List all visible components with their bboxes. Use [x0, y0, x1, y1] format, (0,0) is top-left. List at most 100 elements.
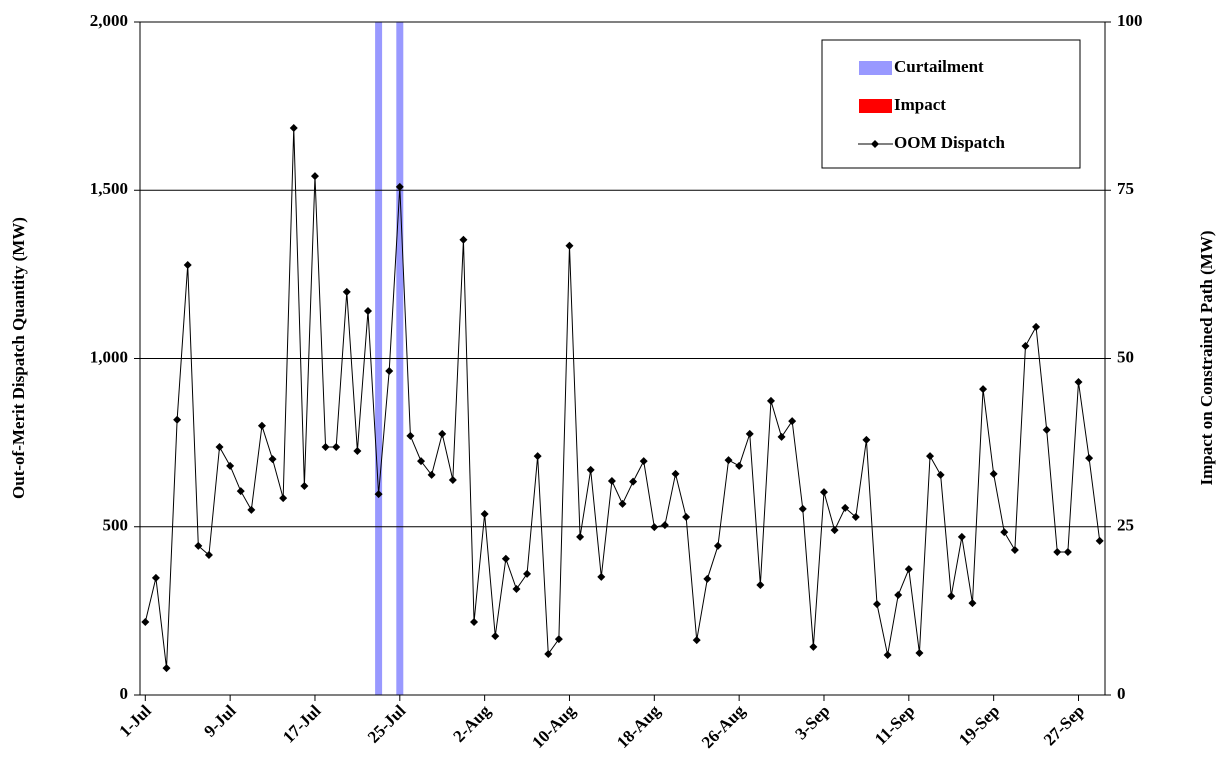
marker — [957, 532, 966, 541]
marker — [819, 488, 828, 497]
marker — [406, 431, 415, 440]
x-tick-label: 3-Sep — [791, 701, 833, 743]
marker — [830, 526, 839, 535]
marker — [459, 235, 468, 244]
marker — [671, 469, 680, 478]
marker — [947, 592, 956, 601]
y-tick-label: 0 — [120, 684, 129, 703]
marker — [862, 435, 871, 444]
marker — [777, 432, 786, 441]
marker — [724, 456, 733, 465]
marker — [279, 494, 288, 503]
marker — [417, 457, 426, 466]
marker — [289, 123, 298, 132]
marker — [491, 632, 500, 641]
marker — [215, 442, 224, 451]
marker — [597, 572, 606, 581]
marker — [1063, 547, 1072, 556]
marker — [395, 182, 404, 191]
x-tick-label: 19-Sep — [955, 701, 1003, 749]
marker — [586, 465, 595, 474]
marker — [385, 366, 394, 375]
marker — [448, 475, 457, 484]
marker — [523, 569, 532, 578]
marker — [141, 617, 150, 626]
marker — [979, 385, 988, 394]
marker — [809, 642, 818, 651]
marker — [851, 512, 860, 521]
marker — [1010, 545, 1019, 554]
legend-swatch — [871, 140, 879, 148]
marker — [1085, 454, 1094, 463]
x-tick-label: 1-Jul — [115, 701, 155, 741]
marker — [936, 470, 945, 479]
marker — [904, 565, 913, 574]
marker — [151, 573, 160, 582]
legend-label: OOM Dispatch — [894, 133, 1006, 152]
marker — [565, 241, 574, 250]
marker — [915, 648, 924, 657]
marker — [735, 461, 744, 470]
marker — [1095, 536, 1104, 545]
x-tick-label: 11-Sep — [871, 701, 919, 749]
legend-label: Impact — [894, 95, 946, 114]
marker — [480, 509, 489, 518]
marker — [713, 541, 722, 550]
marker — [173, 415, 182, 424]
marker — [268, 455, 277, 464]
y2-tick-label: 100 — [1117, 11, 1143, 30]
marker — [554, 635, 563, 644]
legend-label: Curtailment — [894, 57, 984, 76]
marker — [427, 470, 436, 479]
marker — [968, 599, 977, 608]
x-tick-label: 25-Jul — [364, 701, 410, 747]
x-tick-label: 26-Aug — [698, 701, 749, 752]
marker — [1074, 378, 1083, 387]
y2-tick-label: 25 — [1117, 516, 1134, 535]
marker — [374, 490, 383, 499]
marker — [257, 421, 266, 430]
marker — [618, 499, 627, 508]
marker — [873, 600, 882, 609]
marker — [692, 636, 701, 645]
marker — [332, 442, 341, 451]
marker — [989, 469, 998, 478]
marker — [162, 664, 171, 673]
y-axis-title: Out-of-Merit Dispatch Quantity (MW) — [9, 217, 28, 499]
marker — [745, 429, 754, 438]
x-tick-label: 18-Aug — [613, 701, 664, 752]
marker — [310, 172, 319, 181]
marker — [629, 477, 638, 486]
marker — [194, 541, 203, 550]
x-tick-label: 9-Jul — [200, 701, 240, 741]
marker — [788, 417, 797, 426]
x-tick-label: 10-Aug — [528, 701, 579, 752]
marker — [470, 617, 479, 626]
y-tick-label: 1,000 — [90, 347, 128, 366]
y2-tick-label: 50 — [1117, 347, 1134, 366]
line — [144, 127, 1101, 669]
legend-swatch — [859, 99, 892, 113]
marker — [438, 429, 447, 438]
y-tick-label: 1,500 — [90, 179, 128, 198]
marker — [841, 503, 850, 512]
y2-axis-title: Impact on Constrained Path (MW) — [1197, 231, 1216, 486]
y-tick-label: 500 — [103, 516, 129, 535]
marker — [1021, 342, 1030, 351]
y2-tick-label: 0 — [1117, 684, 1126, 703]
marker — [883, 650, 892, 659]
marker — [512, 585, 521, 594]
marker — [501, 554, 510, 563]
marker — [353, 447, 362, 456]
y-tick-label: 2,000 — [90, 11, 128, 30]
x-tick-label: 2-Aug — [449, 701, 494, 746]
marker — [660, 521, 669, 530]
marker — [544, 649, 553, 658]
marker — [226, 461, 235, 470]
marker — [894, 591, 903, 600]
marker — [321, 442, 330, 451]
marker — [183, 260, 192, 269]
marker — [926, 452, 935, 461]
marker — [247, 505, 256, 514]
marker — [1053, 547, 1062, 556]
